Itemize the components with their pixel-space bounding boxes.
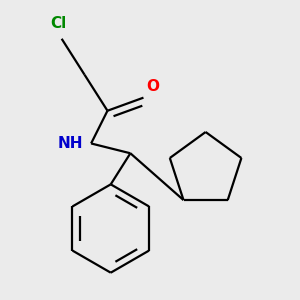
Text: O: O: [147, 80, 160, 94]
Text: NH: NH: [57, 136, 83, 151]
Text: Cl: Cl: [50, 16, 67, 31]
